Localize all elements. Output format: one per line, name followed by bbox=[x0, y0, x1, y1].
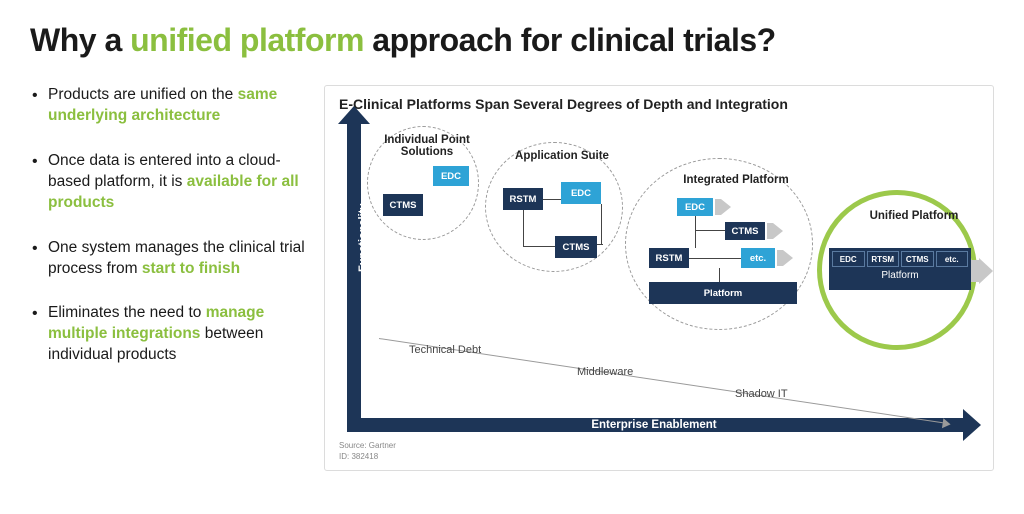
arrow-chip-icon bbox=[773, 223, 783, 239]
bullet-text: Eliminates the need to bbox=[48, 304, 206, 321]
list-item: Products are unified on the same underly… bbox=[30, 85, 306, 127]
box-edc: EDC bbox=[561, 182, 601, 204]
box-etc: etc. bbox=[936, 251, 969, 267]
connector bbox=[719, 268, 720, 282]
list-item: Eliminates the need to manage multiple i… bbox=[30, 303, 306, 366]
connector bbox=[689, 258, 741, 259]
stage-title-integrated: Integrated Platform bbox=[671, 174, 801, 186]
unified-platform-label: Platform bbox=[829, 267, 971, 281]
arrow-chip-icon bbox=[783, 250, 793, 266]
box-rtsm: RTSM bbox=[867, 251, 900, 267]
x-axis-label: Enterprise Enablement bbox=[339, 419, 969, 431]
connector bbox=[597, 244, 603, 245]
connector bbox=[523, 210, 524, 246]
unified-platform-block: EDC RTSM CTMS etc. Platform bbox=[829, 248, 971, 290]
stage-title-unified: Unified Platform bbox=[859, 210, 969, 222]
box-rstm: RSTM bbox=[503, 188, 543, 210]
list-item: One system manages the clinical trial pr… bbox=[30, 238, 306, 280]
stage-title-point: Individual Point Solutions bbox=[381, 134, 473, 158]
box-ctms: CTMS bbox=[555, 236, 597, 258]
bullet-list: Products are unified on the same underly… bbox=[30, 85, 306, 471]
connector bbox=[601, 204, 602, 244]
bullet-accent: start to finish bbox=[142, 260, 240, 277]
list-item: Once data is entered into a cloud-based … bbox=[30, 151, 306, 214]
diagram-panel: E-Clinical Platforms Span Several Degree… bbox=[324, 85, 994, 471]
y-axis-arrow: Functionality bbox=[347, 122, 361, 432]
box-ctms: CTMS bbox=[725, 222, 765, 240]
box-edc: EDC bbox=[832, 251, 865, 267]
connector bbox=[543, 199, 561, 200]
diagram-title: E-Clinical Platforms Span Several Degree… bbox=[339, 96, 979, 112]
stage-title-suite: Application Suite bbox=[507, 150, 617, 162]
title-after: approach for clinical trials? bbox=[364, 22, 776, 58]
connector bbox=[695, 216, 696, 248]
box-platform: Platform bbox=[649, 282, 797, 304]
label-shadow-it: Shadow IT bbox=[735, 388, 788, 400]
arrow-chip-icon bbox=[971, 260, 979, 282]
title-accent: unified platform bbox=[130, 22, 364, 58]
arrow-chip-icon bbox=[721, 199, 731, 215]
label-tech-debt: Technical Debt bbox=[409, 344, 481, 356]
y-axis-label: Functionality bbox=[357, 204, 369, 272]
source-line-2: ID: 382418 bbox=[339, 453, 979, 462]
arrow-chip-icon bbox=[979, 258, 993, 284]
label-middleware: Middleware bbox=[577, 366, 633, 378]
diagram-plot: Functionality Enterprise Enablement Tech… bbox=[339, 120, 979, 440]
box-ctms: CTMS bbox=[383, 194, 423, 216]
box-edc: EDC bbox=[433, 166, 469, 186]
connector bbox=[523, 246, 555, 247]
box-rstm: RSTM bbox=[649, 248, 689, 268]
box-edc: EDC bbox=[677, 198, 713, 216]
page-title: Why a unified platform approach for clin… bbox=[30, 22, 994, 59]
title-before: Why a bbox=[30, 22, 130, 58]
connector bbox=[695, 230, 725, 231]
box-ctms: CTMS bbox=[901, 251, 934, 267]
source-line-1: Source: Gartner bbox=[339, 442, 979, 451]
bullet-text: Products are unified on the bbox=[48, 86, 238, 103]
box-etc: etc. bbox=[741, 248, 775, 268]
